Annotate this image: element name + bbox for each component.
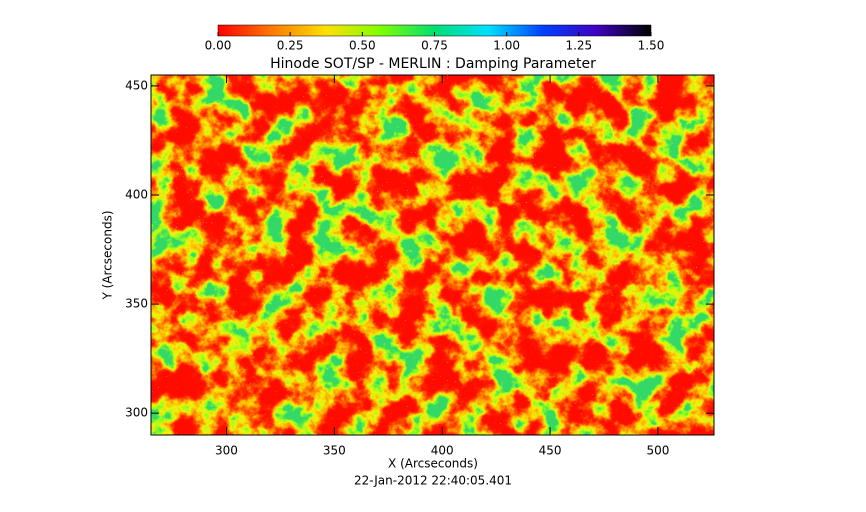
x-tick-label: 350	[323, 444, 346, 458]
chart-title: Hinode SOT/SP - MERLIN : Damping Paramet…	[270, 56, 596, 72]
colorbar-tick-label: 1.25	[565, 39, 592, 53]
x-tick-label: 400	[431, 444, 454, 458]
plot-frame	[150, 74, 715, 436]
footer-date: 22-Jan-2012 22:40:05.401	[354, 474, 512, 488]
colorbar-tick-label: 0.25	[277, 39, 304, 53]
y-tick-label: 400	[125, 188, 148, 202]
y-tick-label: 350	[125, 297, 148, 311]
y-axis-label: Y (Arcseconds)	[101, 210, 115, 300]
y-tick-label: 450	[125, 78, 148, 92]
colorbar-tick-label: 1.50	[638, 39, 665, 53]
colorbar-tick-label: 1.00	[493, 39, 520, 53]
colorbar-tick-label: 0.50	[349, 39, 376, 53]
x-tick-label: 300	[215, 444, 238, 458]
x-axis-label: X (Arcseconds)	[388, 457, 478, 471]
x-tick-label: 450	[539, 444, 562, 458]
y-tick-label: 300	[125, 406, 148, 420]
colorbar-tick-label: 0.75	[421, 39, 448, 53]
colorbar-tick-label: 0.00	[205, 39, 232, 53]
image-map	[151, 75, 714, 435]
x-tick-label: 500	[646, 444, 669, 458]
